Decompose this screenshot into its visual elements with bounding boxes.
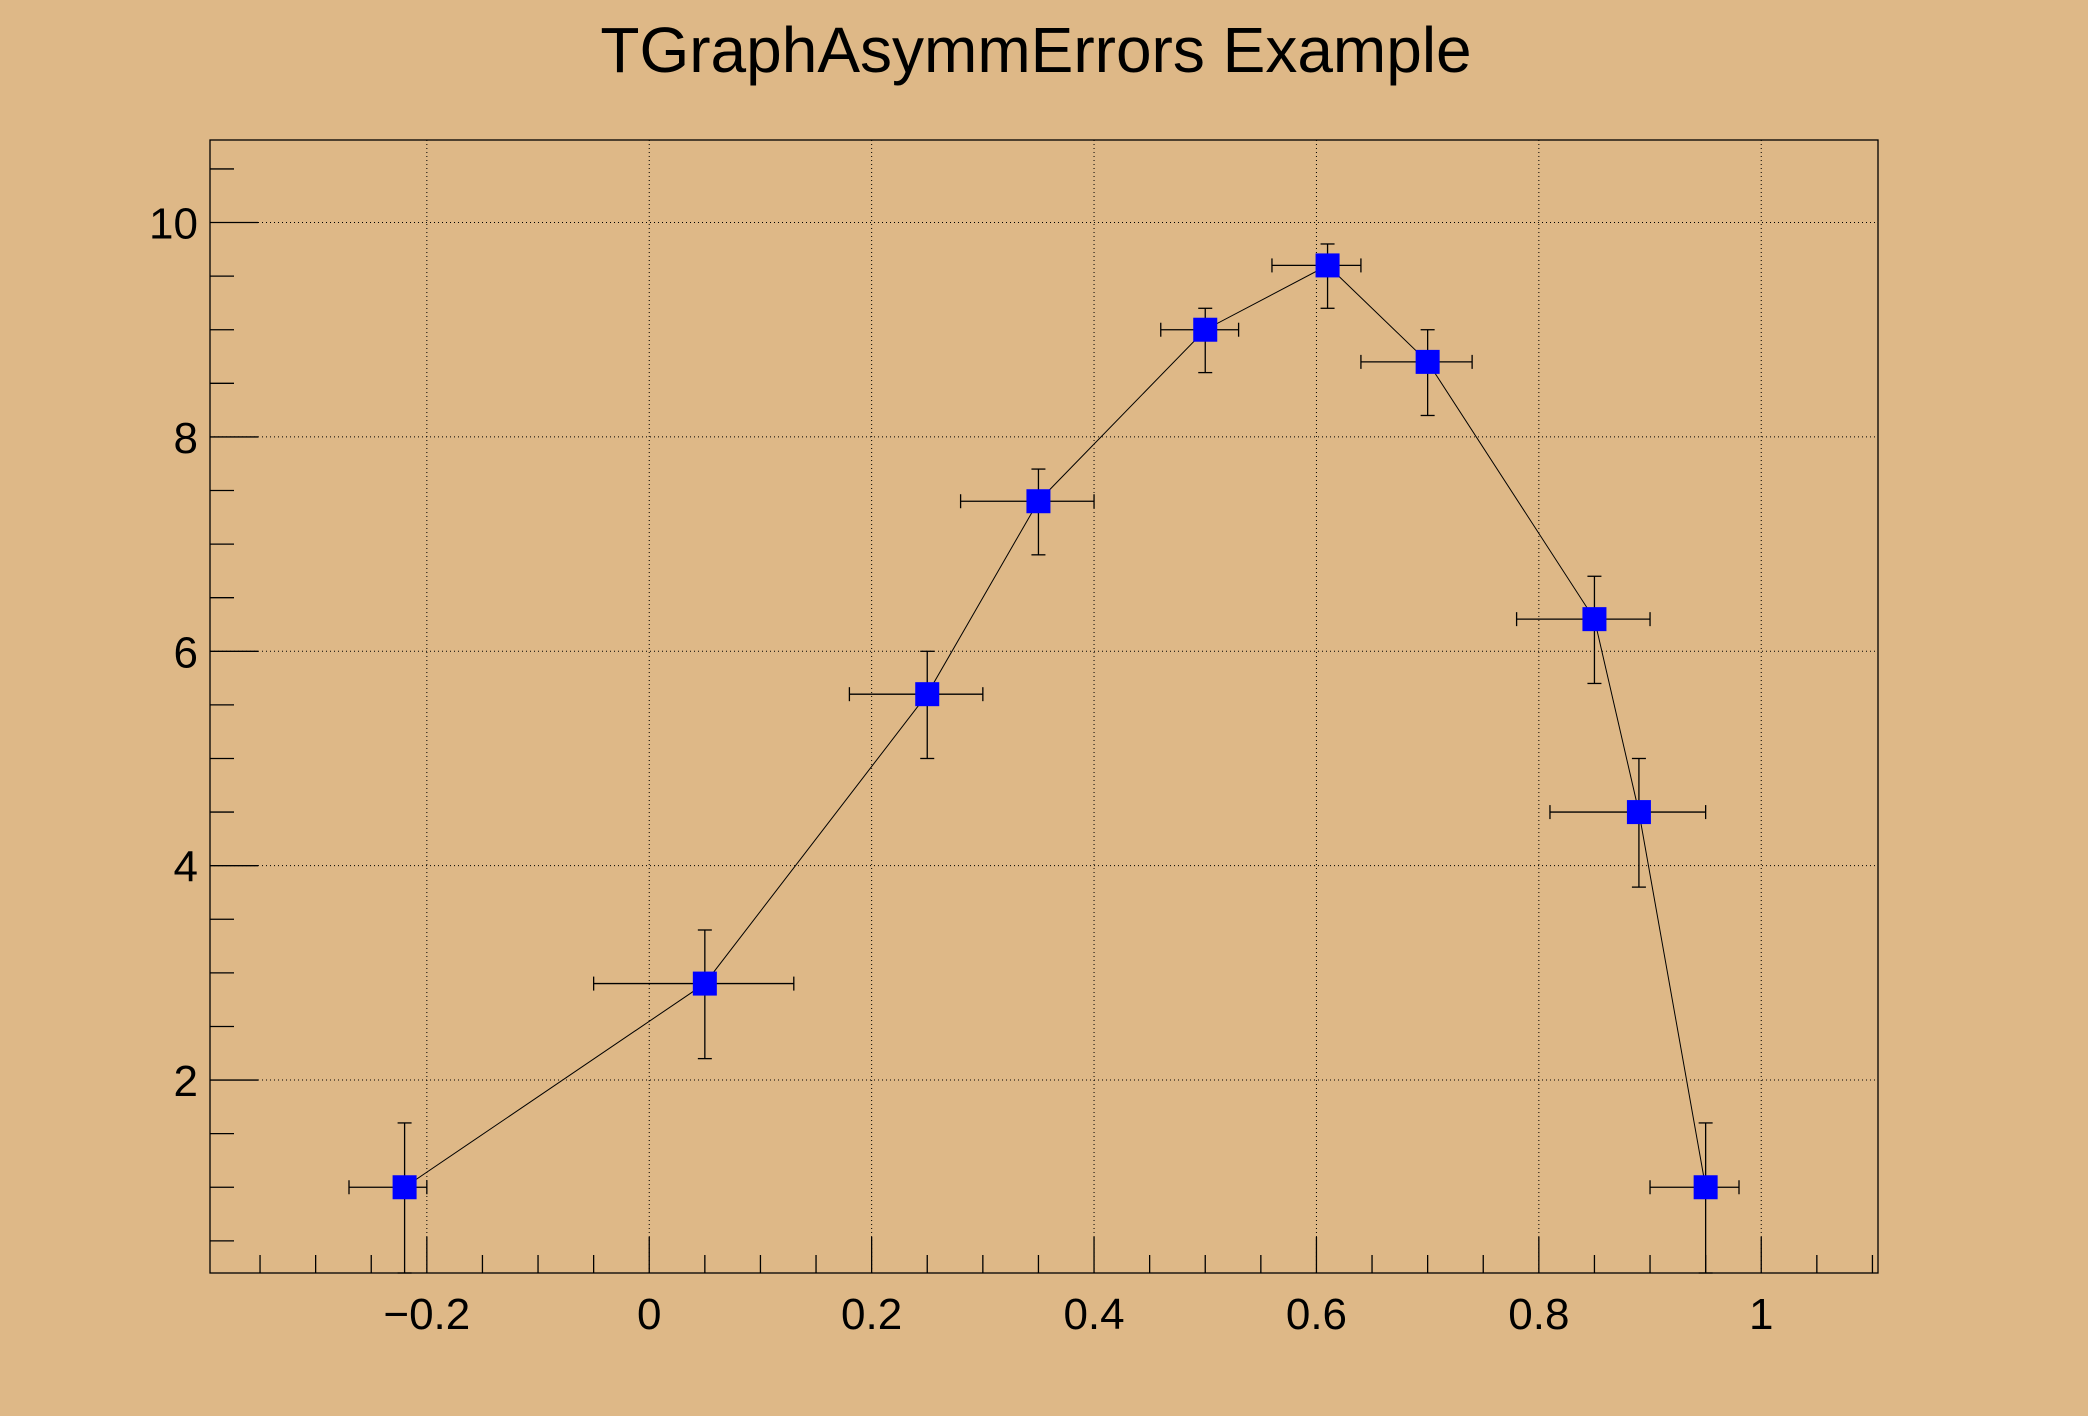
- square-marker: [915, 682, 940, 707]
- x-tick-label: 0.2: [841, 1290, 902, 1339]
- square-marker: [1626, 800, 1651, 825]
- x-tick-label: 0: [637, 1290, 661, 1339]
- data-point: [1549, 757, 1707, 888]
- y-tick-label: 6: [174, 628, 198, 677]
- y-tick-label: 4: [174, 843, 198, 892]
- y-tick-label: 8: [174, 414, 198, 463]
- square-marker: [1315, 253, 1340, 278]
- square-marker: [392, 1175, 417, 1200]
- data-point: [959, 468, 1095, 556]
- y-tick-label: 10: [149, 200, 198, 249]
- square-marker: [1582, 607, 1607, 632]
- series: [348, 243, 1740, 1274]
- chart-title: TGraphAsymmErrors Example: [600, 14, 1471, 86]
- data-point: [592, 929, 795, 1060]
- square-marker: [1415, 349, 1440, 374]
- data-point: [1271, 243, 1362, 309]
- grid: [210, 140, 1878, 1273]
- plot-frame: [209, 139, 1879, 1274]
- square-marker: [1026, 489, 1051, 514]
- x-tick-label: 0.4: [1063, 1290, 1124, 1339]
- x-tick-label: −0.2: [383, 1290, 470, 1339]
- data-point: [848, 650, 984, 760]
- axes: −0.2 0 0.2 0.4 0.6 0.8 1 2 4 6 8 10: [149, 139, 1879, 1339]
- data-point: [1360, 329, 1473, 417]
- x-tick-label: 1: [1749, 1290, 1773, 1339]
- x-tick-label: 0.8: [1508, 1290, 1569, 1339]
- square-marker: [1693, 1175, 1718, 1200]
- square-marker: [692, 971, 717, 996]
- data-point: [1160, 307, 1240, 374]
- data-point: [1649, 1122, 1740, 1274]
- series-line: [404, 264, 1707, 1188]
- square-marker: [1193, 317, 1218, 342]
- data-point: [1515, 575, 1651, 685]
- y-tick-label: 2: [174, 1057, 198, 1106]
- x-tick-label: 0.6: [1286, 1290, 1347, 1339]
- data-point: [348, 1122, 428, 1274]
